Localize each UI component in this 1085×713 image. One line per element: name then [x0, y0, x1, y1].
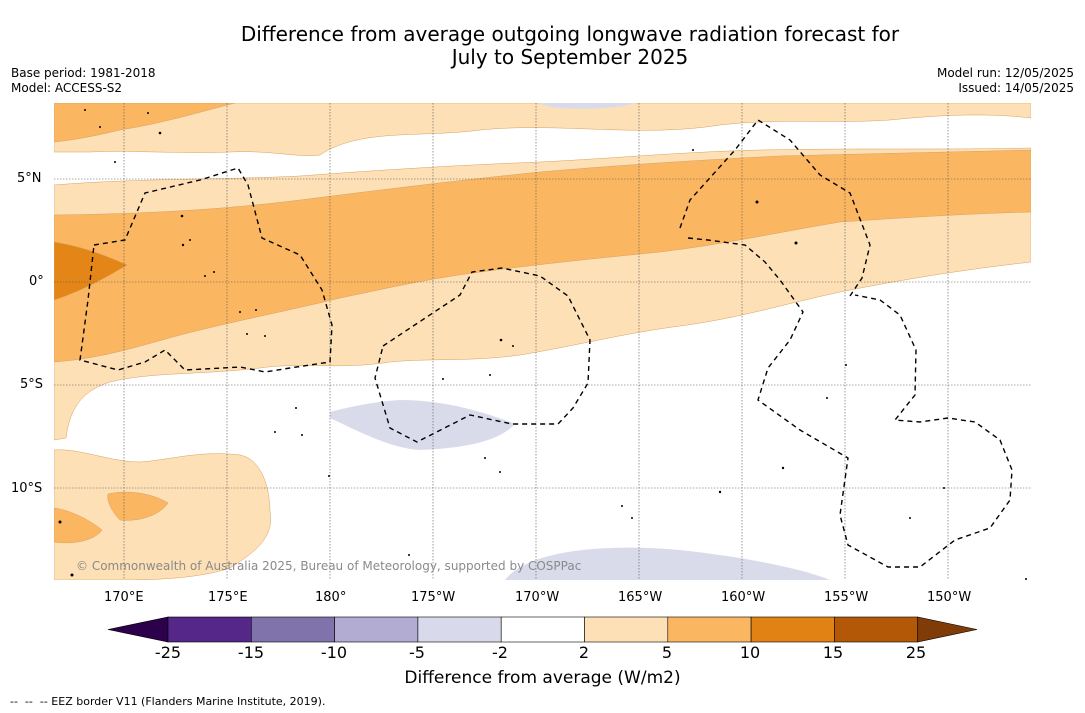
colorbar-extend-low [107, 616, 169, 643]
colorbar-tick-pos25: 25 [905, 643, 927, 662]
colorbar-tick-pos2: 2 [578, 643, 590, 662]
eez-border-a [79, 167, 333, 373]
colorbar-segment [500, 616, 585, 643]
colorbar-tick-pos15: 15 [822, 643, 844, 662]
chart-title-line1: Difference from average outgoing longwav… [240, 22, 900, 46]
colorbar-segment [750, 616, 835, 643]
colorbar-tick-neg15: -15 [237, 643, 265, 662]
anomaly-band-5-10-south-b [54, 507, 103, 544]
lat-label-equator: 0° [29, 274, 44, 289]
colorbar [107, 616, 978, 643]
lon-label-150w: 150°W [927, 590, 972, 605]
issued-date: Issued: 14/05/2025 [958, 81, 1074, 95]
eez-border-b [374, 267, 591, 443]
lon-label-160w: 160°W [721, 590, 766, 605]
anomaly-band-5-10-north [54, 103, 236, 143]
anomaly-band-2-5-south [54, 449, 271, 580]
lon-label-155w: 155°W [824, 590, 869, 605]
lat-label-10s: 10°S [11, 481, 43, 496]
chart-title-line2: July to September 2025 [451, 45, 689, 69]
colorbar-segment [667, 616, 752, 643]
eez-border-d [687, 237, 1013, 568]
island-marks [58, 109, 1027, 580]
colorbar-segment [417, 616, 502, 643]
anomaly-band-10-15 [54, 241, 128, 301]
colorbar-tick-neg10: -10 [320, 643, 348, 662]
copyright-notice: © Commonwealth of Australia 2025, Bureau… [76, 559, 582, 573]
colorbar-title: Difference from average (W/m2) [404, 668, 681, 688]
anomaly-negative-bottom [505, 547, 830, 580]
lon-label-170e: 170°E [104, 590, 144, 605]
anomaly-band-2-5-north [54, 103, 1031, 156]
colorbar-segment [334, 616, 419, 643]
anomaly-band-5-10-south-a [107, 491, 169, 521]
lon-label-170w: 170°W [515, 590, 560, 605]
lon-label-175e: 175°E [208, 590, 248, 605]
colorbar-tick-pos5: 5 [661, 643, 673, 662]
eez-borders [79, 119, 1013, 568]
lon-label-175w: 175°W [411, 590, 456, 605]
colorbar-tick-neg2: -2 [492, 643, 508, 662]
anomaly-negative-top [540, 103, 636, 109]
lat-label-5s: 5°S [20, 377, 44, 392]
colorbar-segment [251, 616, 335, 643]
colorbar-tick-neg5: -5 [409, 643, 425, 662]
colorbar-extend-high [917, 616, 978, 643]
anomaly-band-5-10-central [54, 149, 1031, 363]
colorbar-segment [584, 616, 669, 643]
base-period: Base period: 1981-2018 [11, 66, 156, 80]
lon-label-180: 180° [315, 590, 347, 605]
colorbar-tick-pos10: 10 [739, 643, 761, 662]
colorbar-tick-neg25: -25 [154, 643, 182, 662]
eez-border-c [679, 119, 871, 297]
colorbar-segment [167, 616, 252, 643]
colorbar-segment [834, 616, 919, 643]
model-run-date: Model run: 12/05/2025 [936, 66, 1074, 80]
lat-label-5n: 5°N [17, 171, 42, 186]
model-name: Model: ACCESS-S2 [11, 81, 123, 95]
eez-footnote: -- -- -- EEZ border V11 (Flanders Marine… [10, 695, 326, 708]
lon-label-165w: 165°W [618, 590, 663, 605]
anomaly-negative-middle [330, 400, 515, 450]
